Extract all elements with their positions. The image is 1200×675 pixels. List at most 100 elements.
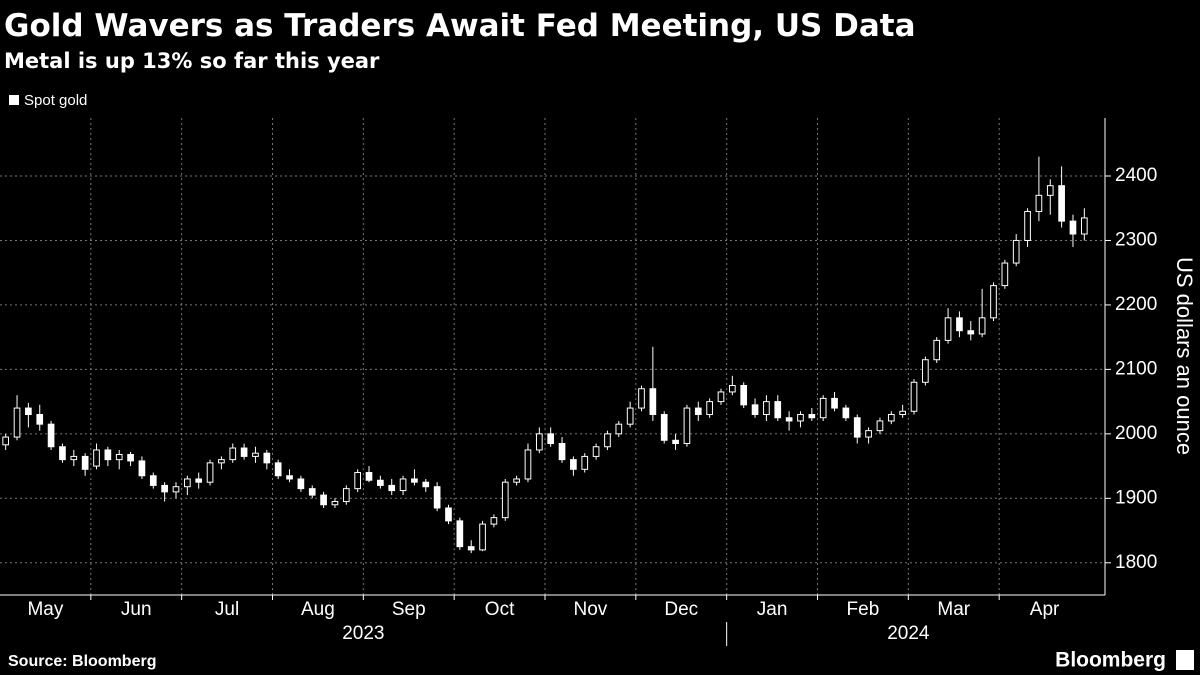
x-tick-label: Jun xyxy=(121,599,152,620)
candle-body xyxy=(876,420,884,432)
candle-body xyxy=(604,433,611,448)
candle-body xyxy=(842,407,850,419)
candle-body xyxy=(1024,210,1031,241)
candle-body xyxy=(218,459,225,464)
candle-body xyxy=(479,523,486,551)
candle-body xyxy=(467,546,475,551)
candle-body xyxy=(535,433,543,451)
candle-body xyxy=(2,436,10,446)
candle-body xyxy=(399,478,407,492)
x-tick-label: Nov xyxy=(574,599,608,620)
candle-body xyxy=(853,417,861,438)
candle-body xyxy=(25,407,32,416)
candle-body xyxy=(944,317,952,341)
y-tick-label: 2200 xyxy=(1115,294,1157,315)
year-label: 2023 xyxy=(342,623,384,644)
candle-body xyxy=(887,414,895,422)
candle-body xyxy=(354,472,361,490)
candle-body xyxy=(342,488,350,503)
candle-body xyxy=(683,407,691,445)
candle-body xyxy=(785,417,793,422)
candle-body xyxy=(638,388,645,409)
year-label: 2024 xyxy=(887,623,930,644)
y-tick-label: 2100 xyxy=(1115,358,1157,379)
candle-body xyxy=(865,430,872,438)
y-tick-label: 1800 xyxy=(1115,552,1157,573)
candle-body xyxy=(70,455,78,461)
candle-body xyxy=(93,449,100,467)
candle-body xyxy=(922,359,929,383)
candle-body xyxy=(59,446,66,461)
candle-body xyxy=(1035,194,1043,212)
candle-body xyxy=(763,401,770,416)
candle-body xyxy=(1046,185,1054,196)
candle-body xyxy=(274,462,282,477)
candle-body xyxy=(740,385,748,406)
x-tick-label: Jan xyxy=(757,599,788,620)
candle-body xyxy=(13,407,21,438)
legend-swatch xyxy=(9,95,19,105)
x-tick-label: Jul xyxy=(215,599,239,620)
candle-body xyxy=(694,407,702,416)
candle-body xyxy=(558,443,566,461)
x-tick-label: Sep xyxy=(392,599,426,620)
candle-body xyxy=(127,453,134,462)
candle-body xyxy=(1012,239,1020,264)
candle-body xyxy=(331,501,339,506)
candle-body xyxy=(672,439,679,445)
candle-body xyxy=(365,472,373,481)
candle-body xyxy=(1001,262,1009,287)
x-tick-label: Apr xyxy=(1030,599,1060,620)
candle-body xyxy=(263,452,271,464)
candle-body xyxy=(990,285,997,319)
candle-body xyxy=(47,423,55,448)
y-tick-label: 2400 xyxy=(1115,165,1157,186)
x-tick-label: Feb xyxy=(847,599,880,620)
candle-body xyxy=(910,381,918,412)
x-tick-label: Mar xyxy=(937,599,970,620)
candle-body xyxy=(490,517,498,525)
y-axis-label: US dollars an ounce xyxy=(1172,257,1197,455)
x-tick-label: May xyxy=(27,599,63,620)
x-tick-label: Dec xyxy=(664,599,698,620)
candle-body xyxy=(1080,217,1088,235)
candle-body xyxy=(252,452,259,457)
candle-body xyxy=(967,330,975,335)
candle-body xyxy=(831,397,838,409)
candle-body xyxy=(717,391,725,403)
candle-body xyxy=(626,407,634,425)
candle-body xyxy=(978,317,986,335)
candle-body xyxy=(411,478,418,483)
candle-body xyxy=(445,507,452,522)
candle-body xyxy=(206,462,214,483)
brand: Bloomberg xyxy=(1055,649,1166,672)
chart-title: Gold Wavers as Traders Await Fed Meeting… xyxy=(4,8,916,44)
candle-body xyxy=(229,447,237,461)
y-tick-label: 1900 xyxy=(1115,487,1157,508)
x-tick-label: Aug xyxy=(301,599,335,620)
candle-body xyxy=(592,446,600,457)
y-tick-label: 2000 xyxy=(1115,423,1157,444)
candle-body xyxy=(184,478,191,488)
candle-body xyxy=(570,459,577,470)
x-tick-label: Oct xyxy=(485,599,515,620)
candle-body xyxy=(547,433,555,445)
candle-body xyxy=(388,484,396,492)
candle-body xyxy=(1058,185,1065,222)
candle-body xyxy=(172,486,180,493)
candle-body xyxy=(581,455,589,470)
source: Source: Bloomberg xyxy=(8,653,156,670)
candle-body xyxy=(899,410,906,416)
candle-body xyxy=(320,494,327,506)
legend-label: Spot gold xyxy=(24,92,87,109)
candle-body xyxy=(729,385,736,393)
candle-body xyxy=(36,414,44,425)
candle-body xyxy=(819,397,827,419)
candle-body xyxy=(433,486,441,509)
candle-body xyxy=(808,414,816,419)
candle-body xyxy=(81,455,89,470)
candle-body xyxy=(513,478,520,483)
candle-body xyxy=(774,401,782,419)
